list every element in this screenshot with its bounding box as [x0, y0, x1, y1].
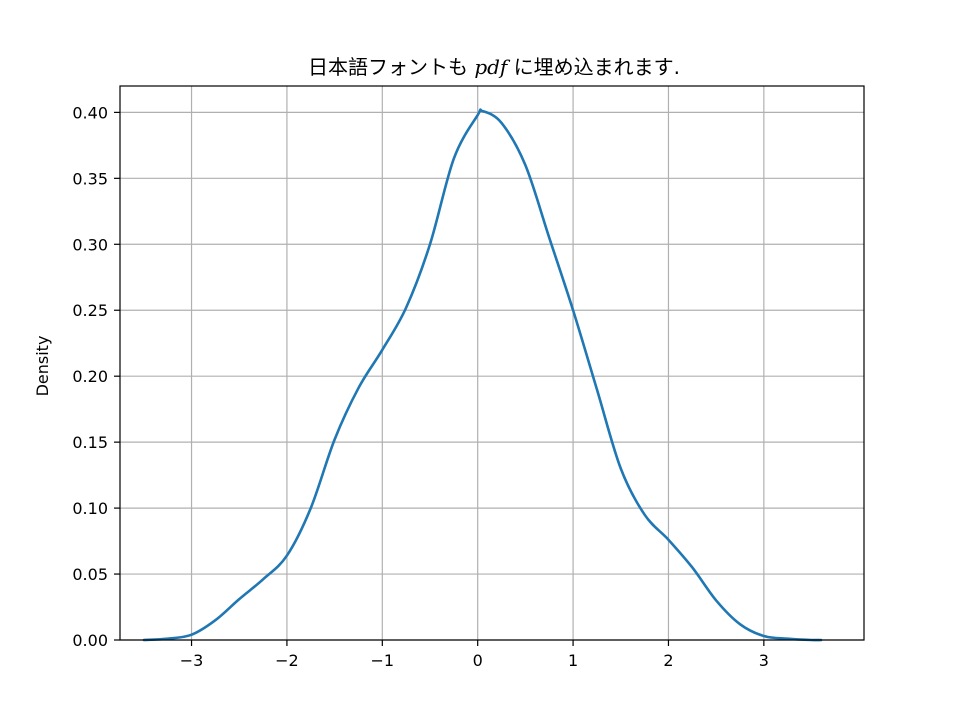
y-tick-label: 0.20 [72, 367, 108, 386]
x-tick-label: −1 [371, 651, 395, 670]
y-tick-label: 0.10 [72, 499, 108, 518]
title-math-pdf: pdf [474, 55, 511, 79]
chart-title: 日本語フォントも pdf に埋め込まれます. [308, 55, 680, 79]
grid-lines [120, 86, 864, 641]
density-curve [142, 108, 823, 642]
y-tick-label: 0.00 [72, 631, 108, 650]
x-tick-label: 0 [473, 651, 483, 670]
y-tick-label: 0.30 [72, 235, 108, 254]
x-tick-label: 1 [568, 651, 578, 670]
x-tick-label: 2 [663, 651, 673, 670]
y-tick-label: 0.15 [72, 433, 108, 452]
title-text-before: 日本語フォントも [308, 55, 474, 79]
x-tick-label: 3 [759, 651, 769, 670]
y-tick-label: 0.35 [72, 169, 108, 188]
x-tick-label: −3 [180, 651, 204, 670]
series-layer [142, 108, 823, 642]
title-text-after: に埋め込まれます. [507, 55, 680, 79]
x-tick-label: −2 [275, 651, 299, 670]
plot-frame [119, 85, 865, 641]
axis-ticks: −3 −2 −1 0 1 2 3 0.00 0.05 0.10 0.15 0.20 0.25 0.30 0.… [72, 103, 769, 670]
y-tick-label: 0.25 [72, 301, 108, 320]
y-tick-label: 0.05 [72, 565, 108, 584]
y-tick-label: 0.40 [72, 103, 108, 122]
y-axis-label: Density [33, 336, 52, 397]
